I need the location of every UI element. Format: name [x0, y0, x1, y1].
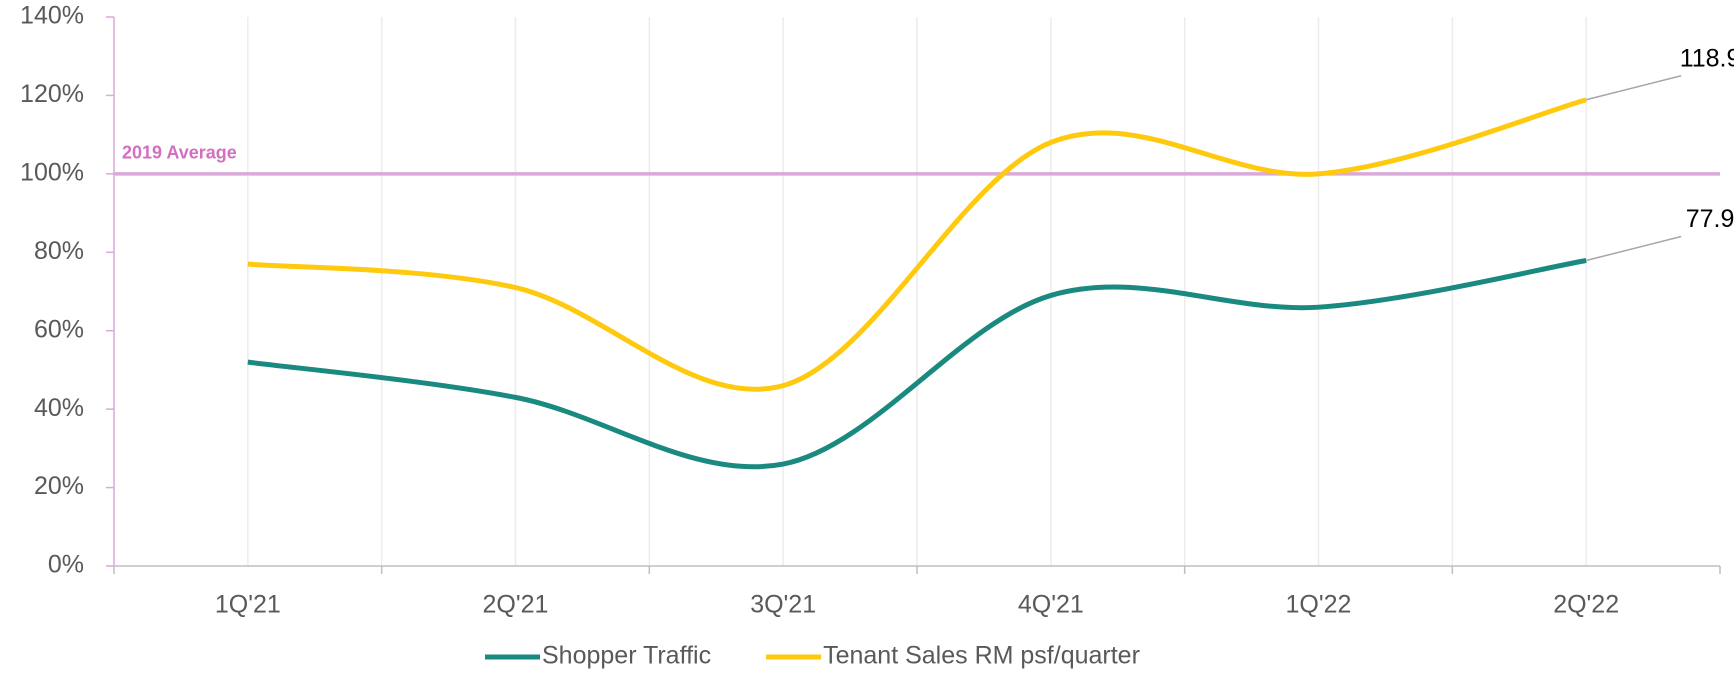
y-tick-label: 0%: [48, 551, 84, 579]
y-tick-label: 140%: [20, 2, 84, 30]
y-tick-label: 20%: [34, 472, 84, 500]
y-tick-label: 120%: [20, 80, 84, 108]
y-tick-label: 100%: [20, 158, 84, 186]
y-tick-label: 80%: [34, 237, 84, 265]
x-tick-label: 4Q'21: [1018, 591, 1084, 619]
data-label: 77.9%: [1686, 205, 1734, 233]
leader-line: [1585, 75, 1682, 101]
y-tick-label: 60%: [34, 315, 84, 343]
series-line: [247, 258, 1587, 470]
legend-label: Tenant Sales RM psf/quarter: [823, 642, 1140, 670]
reference-label: 2019 Average: [122, 143, 237, 163]
y-tick-label: 40%: [34, 394, 84, 422]
x-tick-label: 2Q'21: [483, 591, 549, 619]
data-label: 118.9%: [1680, 44, 1734, 72]
series-line: [247, 97, 1587, 392]
x-tick-label: 3Q'21: [750, 591, 816, 619]
x-tick-label: 1Q'22: [1286, 591, 1352, 619]
x-tick-label: 2Q'22: [1553, 591, 1619, 619]
leader-line: [1585, 235, 1682, 262]
legend-label: Shopper Traffic: [542, 642, 711, 670]
x-tick-label: 1Q'21: [215, 591, 281, 619]
